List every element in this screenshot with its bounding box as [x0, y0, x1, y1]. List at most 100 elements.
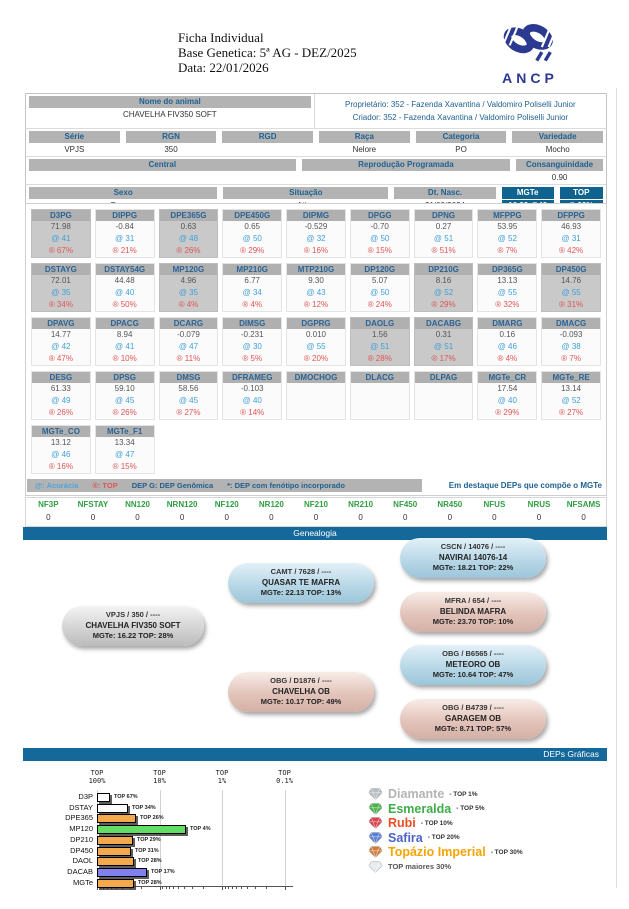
deps-chart: TOP 100% TOP 10% TOP 1% TOP 0.1% D3P TOP 67% DSTAY… [0, 765, 629, 905]
dep-value: -0.84 [115, 222, 134, 231]
gem-icon [368, 788, 383, 801]
x-axis-line [97, 886, 293, 887]
field-label: Série [29, 131, 120, 143]
dep-cell-DGPRG: DGPRG 0.010 @ 55 ® 20% [286, 317, 346, 366]
deps-graficas-section-bar: DEPs Gráficas [23, 748, 607, 761]
axis-minor-tick [169, 887, 171, 889]
dep-name: DIPPG [95, 210, 154, 221]
dep-name: DAOLG [350, 318, 409, 329]
dep-name: DMOCHOG [287, 372, 345, 383]
axis-minor-tick [265, 887, 267, 889]
dep-accuracy: @ 32 [306, 234, 326, 243]
chart-bar-label: TOP 26% [140, 815, 164, 822]
dep-cell-DPGG: DPGG -0.70 @ 50 ® 15% [349, 209, 410, 258]
dep-cell-DMSG: DMSG 58.56 @ 45 ® 27% [158, 371, 219, 420]
axis-tick-value: 1% [217, 777, 227, 785]
legend-tier-name: Esmeralda [388, 801, 452, 816]
field-value: VPJS [64, 145, 85, 154]
pill-mgte-top: MGTe: 10.17 TOP: 49% [260, 697, 342, 707]
dep-top: ® 26% [112, 408, 137, 417]
dep-name: MGTe_CR [478, 372, 537, 383]
dep-accuracy: @ 31 [561, 234, 581, 243]
info-field-rgd: RGD [219, 129, 316, 156]
dep-name: DPSG [95, 372, 154, 383]
dep-top: ® 7% [497, 246, 518, 255]
dep-value: -0.093 [559, 330, 583, 339]
dep-name: DPGG [350, 210, 409, 221]
dep-top: ® 20% [303, 354, 329, 363]
chart-bar-label: TOP 31% [135, 847, 159, 854]
dep-name: MTP210G [287, 264, 345, 275]
dep-cell-DP450G: DP450G 14.76 @ 55 ® 31% [541, 263, 601, 312]
legend-top: ®: TOP [92, 481, 118, 490]
dep-name: DMARG [478, 318, 537, 329]
dep-name: DMACG [542, 318, 600, 329]
dep-value: 0.27 [435, 222, 452, 231]
nf-value: 0 [358, 513, 363, 522]
dep-top: ® 4% [497, 354, 518, 363]
nf-value: 0 [224, 513, 229, 522]
dep-cell-DMARG: DMARG 0.16 @ 46 ® 4% [477, 317, 538, 366]
nf-value: 0 [581, 513, 586, 522]
chart-category-DPE365: DPE365 [65, 813, 93, 823]
pill-registry: CAMT / 7628 / ---- [270, 567, 332, 577]
axis-prefix: TOP [153, 769, 166, 777]
dep-top: ® 10% [112, 354, 137, 363]
chart-bar-DP450 [97, 846, 131, 856]
field-value: 350 [164, 145, 178, 154]
document-header: Ficha Individual Base Genetica: 5ª AG - … [178, 30, 357, 75]
dep-value: 72.01 [50, 276, 71, 285]
genealogy-pill-gp1: CSCN / 14076 / ---- NAVIRAI 14076-14 MGTe:… [400, 538, 546, 578]
field-label: Reprodução Programada [301, 159, 511, 171]
dep-cell-DMACG: DMACG -0.093 @ 38 ® 7% [541, 317, 601, 366]
dep-cell-DACABG: DACABG 0.31 @ 51 ® 17% [413, 317, 474, 366]
nf-header: NFSTAY [77, 500, 109, 509]
dep-value: 0.010 [305, 330, 326, 339]
field-label: Central [29, 159, 296, 171]
nf-col-NRN120: NRN120 0 [160, 498, 205, 526]
dep-cell-DESG: DESG 61.33 @ 49 ® 26% [31, 371, 91, 420]
dep-name: D3PG [32, 210, 90, 221]
dep-accuracy: @ 40 [115, 288, 135, 297]
info-field-ra-a: Raça Nelore [316, 129, 413, 156]
dep-top: ® 17% [431, 354, 456, 363]
dep-top: ® 26% [176, 246, 201, 255]
genealogia-section-bar: Genealogia [23, 527, 607, 540]
pill-name: CHAVELHA OB [272, 686, 330, 696]
dep-top: ® 15% [112, 462, 137, 471]
nf-table: NF3P 0 NFSTAY 0 NN120 0 NRN120 0 NF120 0 NR120 0 NF2… [25, 497, 607, 527]
dep-top: ® 29% [431, 300, 456, 309]
field-label: Variedade [512, 131, 604, 143]
legend-tier-threshold: - TOP 20% [427, 834, 460, 842]
axis-minor-tick [115, 887, 117, 889]
field-label: Categoria [415, 131, 507, 143]
dep-value: 14.76 [561, 276, 582, 285]
dep-grid: D3PG 71.98 @ 41 ® 67% DIPPG -0.84 @ 31 ® 21% DPE… [31, 209, 601, 474]
dep-cell-DFPPG: DFPPG 46.93 @ 31 ® 42% [541, 209, 601, 258]
chart-category-DACAB: DACAB [67, 866, 93, 876]
axis-minor-tick [203, 887, 205, 889]
dep-name: DSTAYG [32, 264, 90, 275]
dep-top: ® 34% [48, 300, 73, 309]
dep-name: DFPPG [542, 210, 600, 221]
dep-value: 5.07 [371, 276, 388, 285]
nf-header: NR120 [258, 500, 284, 509]
pill-name: CHAVELHA FIV350 SOFT [85, 620, 181, 630]
dep-cell-DP120G: DP120G 5.07 @ 50 ® 24% [349, 263, 410, 312]
nf-header: NRN120 [166, 500, 198, 509]
dep-name: MFPPG [478, 210, 537, 221]
legend-dep-g: DEP G: DEP Genômica [131, 481, 214, 490]
field-value: PO [455, 145, 467, 154]
pill-registry: MFRA / 654 / ---- [444, 596, 502, 606]
pill-name: BELINDA MAFRA [439, 606, 507, 616]
legend-item-rubi: Rubi - TOP 10% [368, 816, 608, 831]
dep-name: MGTe_RE [542, 372, 600, 383]
field-label: Consanguinidade [516, 159, 603, 171]
nf-col-NR450: NR450 0 [427, 498, 472, 526]
dep-name: DIPMG [287, 210, 345, 221]
dep-value: 44.48 [114, 276, 135, 285]
legend-tier-name: TOP maiores 30% [388, 862, 452, 872]
dep-cell-DPNG: DPNG 0.27 @ 51 ® 51% [413, 209, 474, 258]
nf-col-NF210: NF210 0 [294, 498, 339, 526]
dep-name: MGTe_CO [32, 426, 90, 437]
